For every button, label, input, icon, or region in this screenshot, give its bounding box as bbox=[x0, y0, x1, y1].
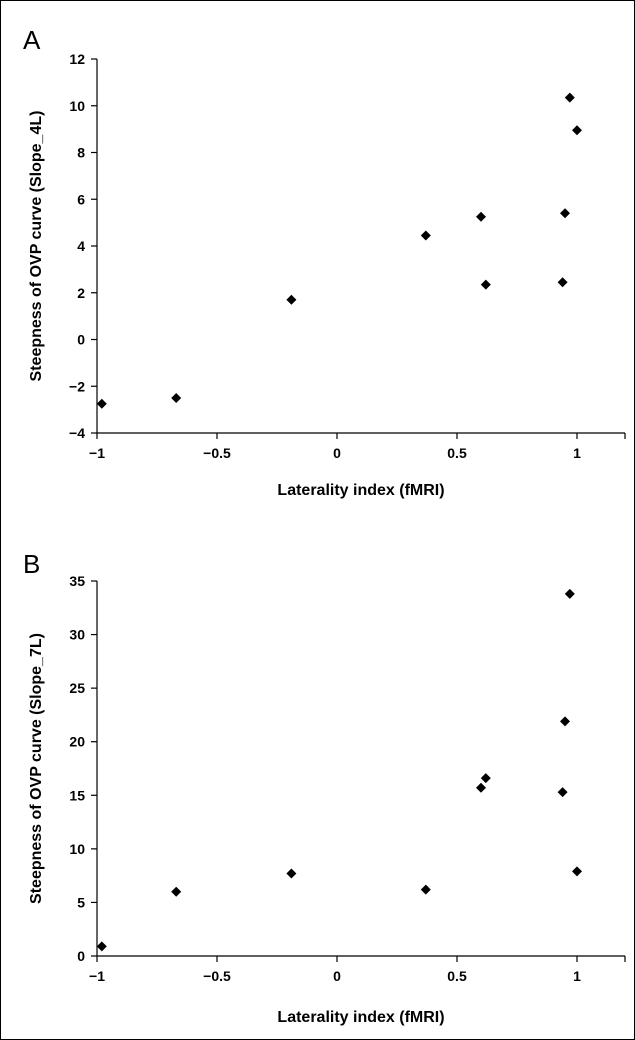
y-tick-label: 0 bbox=[77, 948, 85, 964]
chart-panel-a: A −4 −2 0 2 4 6 8 10 12 −1 −0.5 0 0.5 1 Laterality inde… bbox=[23, 25, 626, 499]
y-tick-label: 10 bbox=[69, 841, 85, 857]
y-tick-label: 0 bbox=[77, 332, 85, 348]
data-point bbox=[480, 773, 491, 784]
x-tick-label: −1 bbox=[89, 968, 105, 984]
data-point bbox=[572, 866, 582, 877]
data-point bbox=[560, 716, 570, 727]
data-point bbox=[286, 294, 297, 305]
y-tick-label: 4 bbox=[77, 238, 85, 254]
y-tick-label: 8 bbox=[77, 145, 85, 161]
data-point bbox=[171, 392, 182, 403]
data-point bbox=[564, 92, 575, 103]
x-tick-label: −1 bbox=[89, 445, 105, 461]
data-point bbox=[171, 886, 182, 897]
y-tick-label: 5 bbox=[77, 894, 85, 910]
x-tick-label: 1 bbox=[573, 445, 581, 461]
data-point bbox=[560, 208, 570, 219]
data-point bbox=[564, 588, 575, 599]
data-point bbox=[96, 398, 107, 409]
data-point bbox=[572, 125, 582, 136]
x-axis-title: Laterality index (fMRI) bbox=[277, 1009, 444, 1026]
x-tick-label: 1 bbox=[573, 968, 581, 984]
data-point bbox=[480, 279, 491, 290]
x-tick-label: 0.5 bbox=[447, 968, 467, 984]
y-tick-label: 10 bbox=[69, 98, 85, 114]
y-tick-label: −2 bbox=[69, 378, 85, 394]
y-tick-label: 25 bbox=[69, 680, 85, 696]
y-tick-label: 2 bbox=[77, 285, 85, 301]
y-tick-label: −4 bbox=[69, 425, 85, 441]
panel-label: A bbox=[23, 25, 41, 55]
y-tick-label: 12 bbox=[69, 51, 85, 67]
chart-panel-b: B 0 5 10 15 20 25 30 35 −1 −0.5 0 0.5 1 Laterality ind… bbox=[23, 549, 626, 1026]
x-tick-label: 0 bbox=[333, 968, 341, 984]
panel-label: B bbox=[23, 549, 40, 579]
y-tick-label: 35 bbox=[69, 573, 85, 589]
y-tick-label: 6 bbox=[77, 191, 85, 207]
y-tick-label: 30 bbox=[69, 627, 85, 643]
data-point bbox=[557, 787, 568, 798]
data-point bbox=[420, 884, 431, 895]
data-point bbox=[420, 230, 431, 241]
data-point bbox=[476, 782, 486, 793]
data-point bbox=[286, 868, 297, 879]
x-tick-label: −0.5 bbox=[203, 968, 231, 984]
data-point bbox=[476, 211, 486, 222]
x-tick-label: −0.5 bbox=[203, 445, 231, 461]
data-point bbox=[96, 941, 107, 952]
data-point bbox=[557, 277, 568, 288]
y-tick-label: 15 bbox=[69, 787, 85, 803]
y-axis-title: Steepness of OVP curve (Slope_4L) bbox=[28, 111, 45, 382]
x-tick-label: 0.5 bbox=[447, 445, 467, 461]
y-tick-label: 20 bbox=[69, 734, 85, 750]
x-tick-label: 0 bbox=[333, 445, 341, 461]
x-axis-title: Laterality index (fMRI) bbox=[277, 482, 444, 499]
y-axis-title: Steepness of OVP curve (Slope_7L) bbox=[28, 633, 45, 904]
